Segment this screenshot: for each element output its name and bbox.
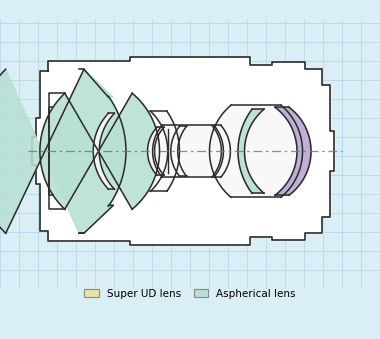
Polygon shape <box>40 93 160 209</box>
Polygon shape <box>150 111 179 191</box>
Polygon shape <box>93 113 114 189</box>
Legend: Super UD lens, Aspherical lens: Super UD lens, Aspherical lens <box>80 285 300 303</box>
Polygon shape <box>153 125 222 177</box>
Polygon shape <box>275 107 311 195</box>
Polygon shape <box>171 126 187 176</box>
Polygon shape <box>147 127 164 175</box>
Polygon shape <box>0 69 126 233</box>
Polygon shape <box>209 105 302 197</box>
Polygon shape <box>238 109 264 193</box>
Polygon shape <box>32 57 334 245</box>
Polygon shape <box>214 125 230 177</box>
